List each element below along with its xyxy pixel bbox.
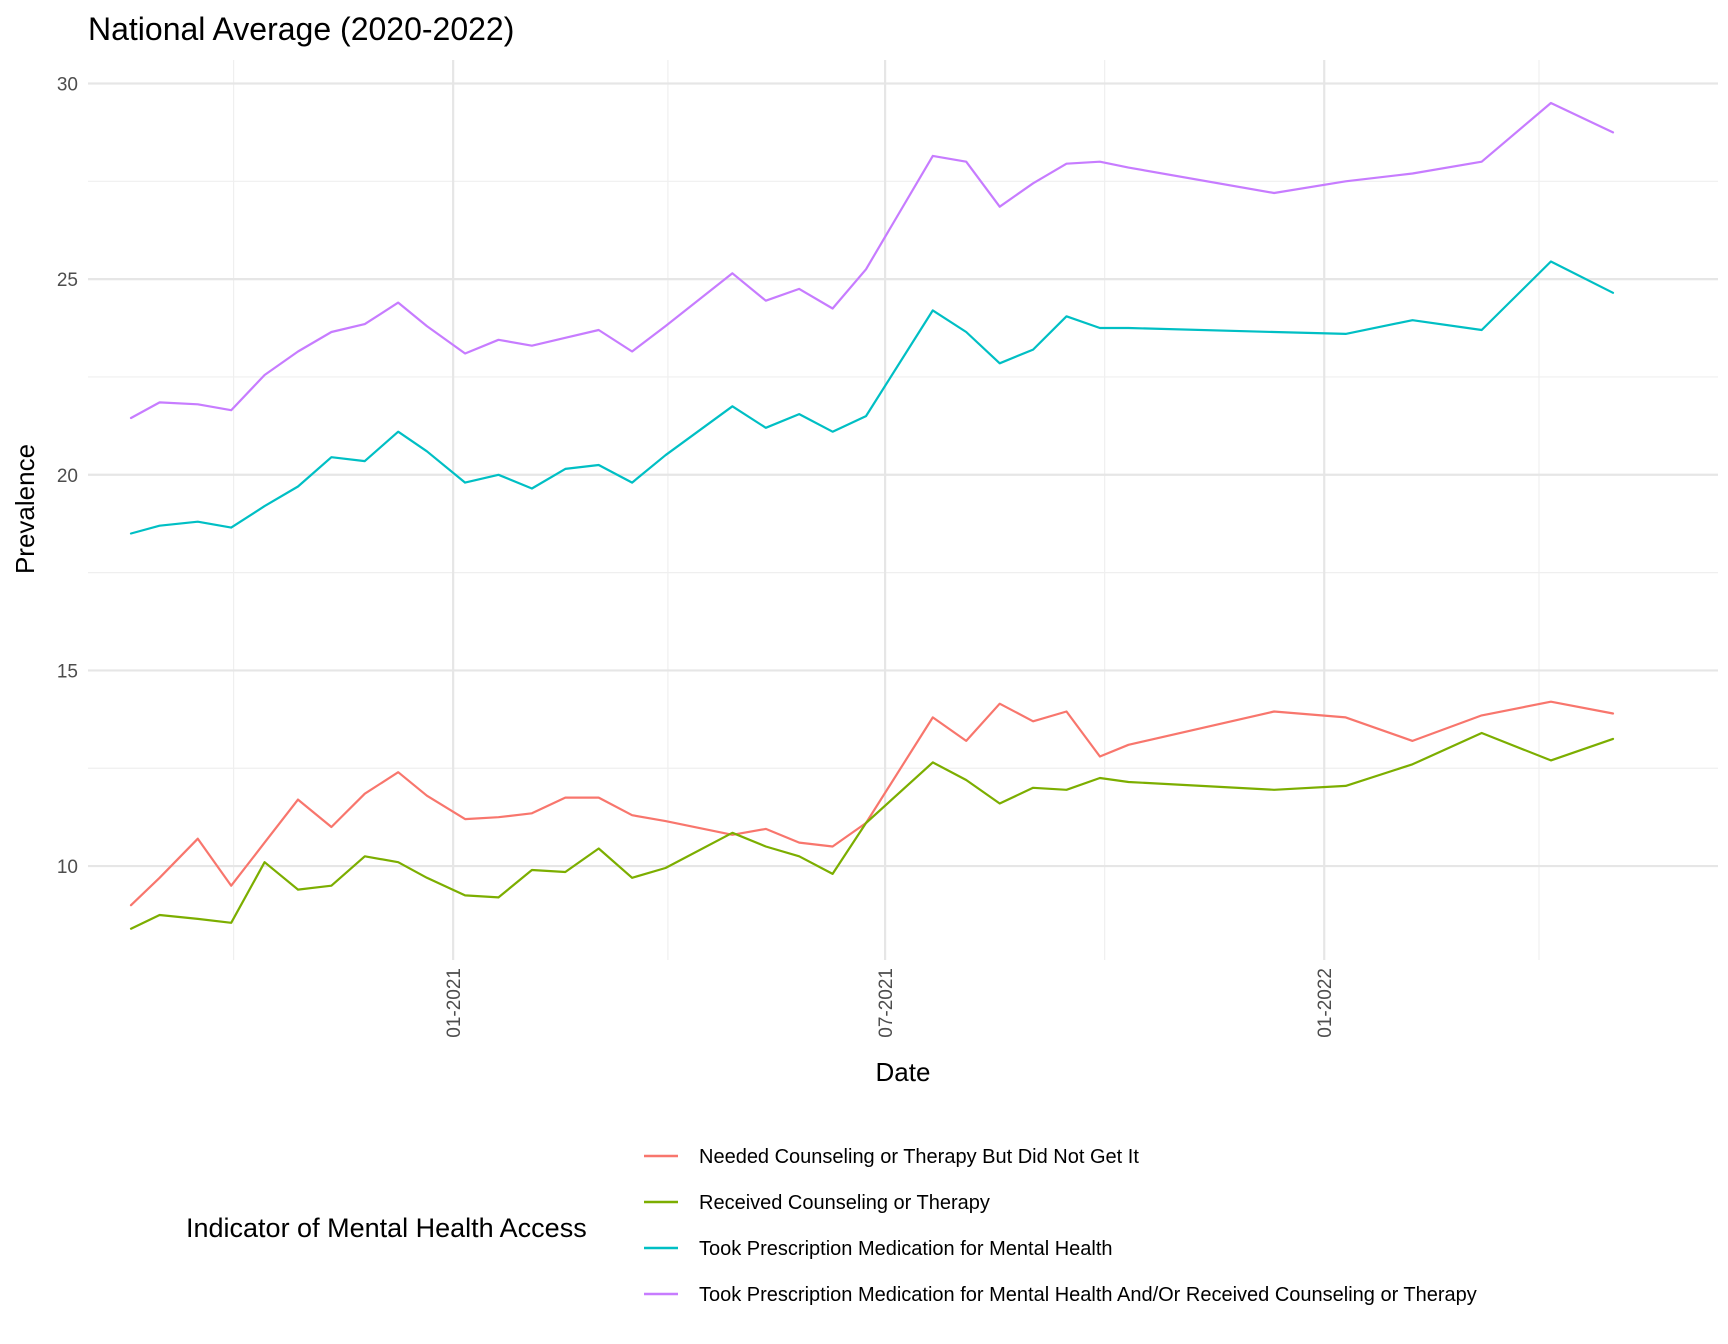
y-axis-title: Prevalence xyxy=(10,444,40,574)
series-lines xyxy=(129,101,1615,930)
y-tick-label: 30 xyxy=(57,74,78,95)
x-tick-label: 01-2022 xyxy=(1315,968,1336,1038)
major-horizontal-gridlines xyxy=(88,82,1718,868)
series-line-needed-counseling-or-therapy-but-did-not-get-it xyxy=(129,700,1615,907)
legend-label: Took Prescription Medication for Mental … xyxy=(699,1284,1477,1306)
legend-title: Indicator of Mental Health Access xyxy=(186,1213,587,1243)
series-line-took-prescription-medication-for-mental-health xyxy=(129,260,1615,535)
x-tick-label: 01-2021 xyxy=(444,968,465,1038)
y-tick-label: 10 xyxy=(57,857,78,878)
y-tick-label: 15 xyxy=(57,661,78,682)
y-axis-tick-labels: 10 15 20 25 30 xyxy=(57,74,78,878)
chart-title: National Average (2020-2022) xyxy=(88,11,514,47)
y-tick-label: 25 xyxy=(57,270,78,291)
y-tick-label: 20 xyxy=(57,466,78,487)
x-axis-title: Date xyxy=(876,1057,931,1087)
minor-vertical-gridlines xyxy=(232,60,1540,960)
legend-label: Needed Counseling or Therapy But Did Not… xyxy=(699,1146,1139,1168)
major-vertical-gridlines xyxy=(452,60,1326,960)
series-line-received-counseling-or-therapy xyxy=(129,731,1615,930)
legend: Indicator of Mental Health Access Needed… xyxy=(186,1146,1477,1306)
legend-items: Needed Counseling or Therapy But Did Not… xyxy=(644,1146,1477,1306)
x-tick-label: 07-2021 xyxy=(876,968,897,1038)
x-axis-tick-labels: 01-2021 07-2021 01-2022 xyxy=(444,968,1336,1038)
legend-label: Took Prescription Medication for Mental … xyxy=(699,1238,1113,1260)
legend-label: Received Counseling or Therapy xyxy=(699,1192,990,1214)
series-line-took-prescription-medication-for-mental-health-and-or-received-counseling-or-therapy xyxy=(129,101,1615,420)
minor-horizontal-gridlines xyxy=(88,180,1718,769)
